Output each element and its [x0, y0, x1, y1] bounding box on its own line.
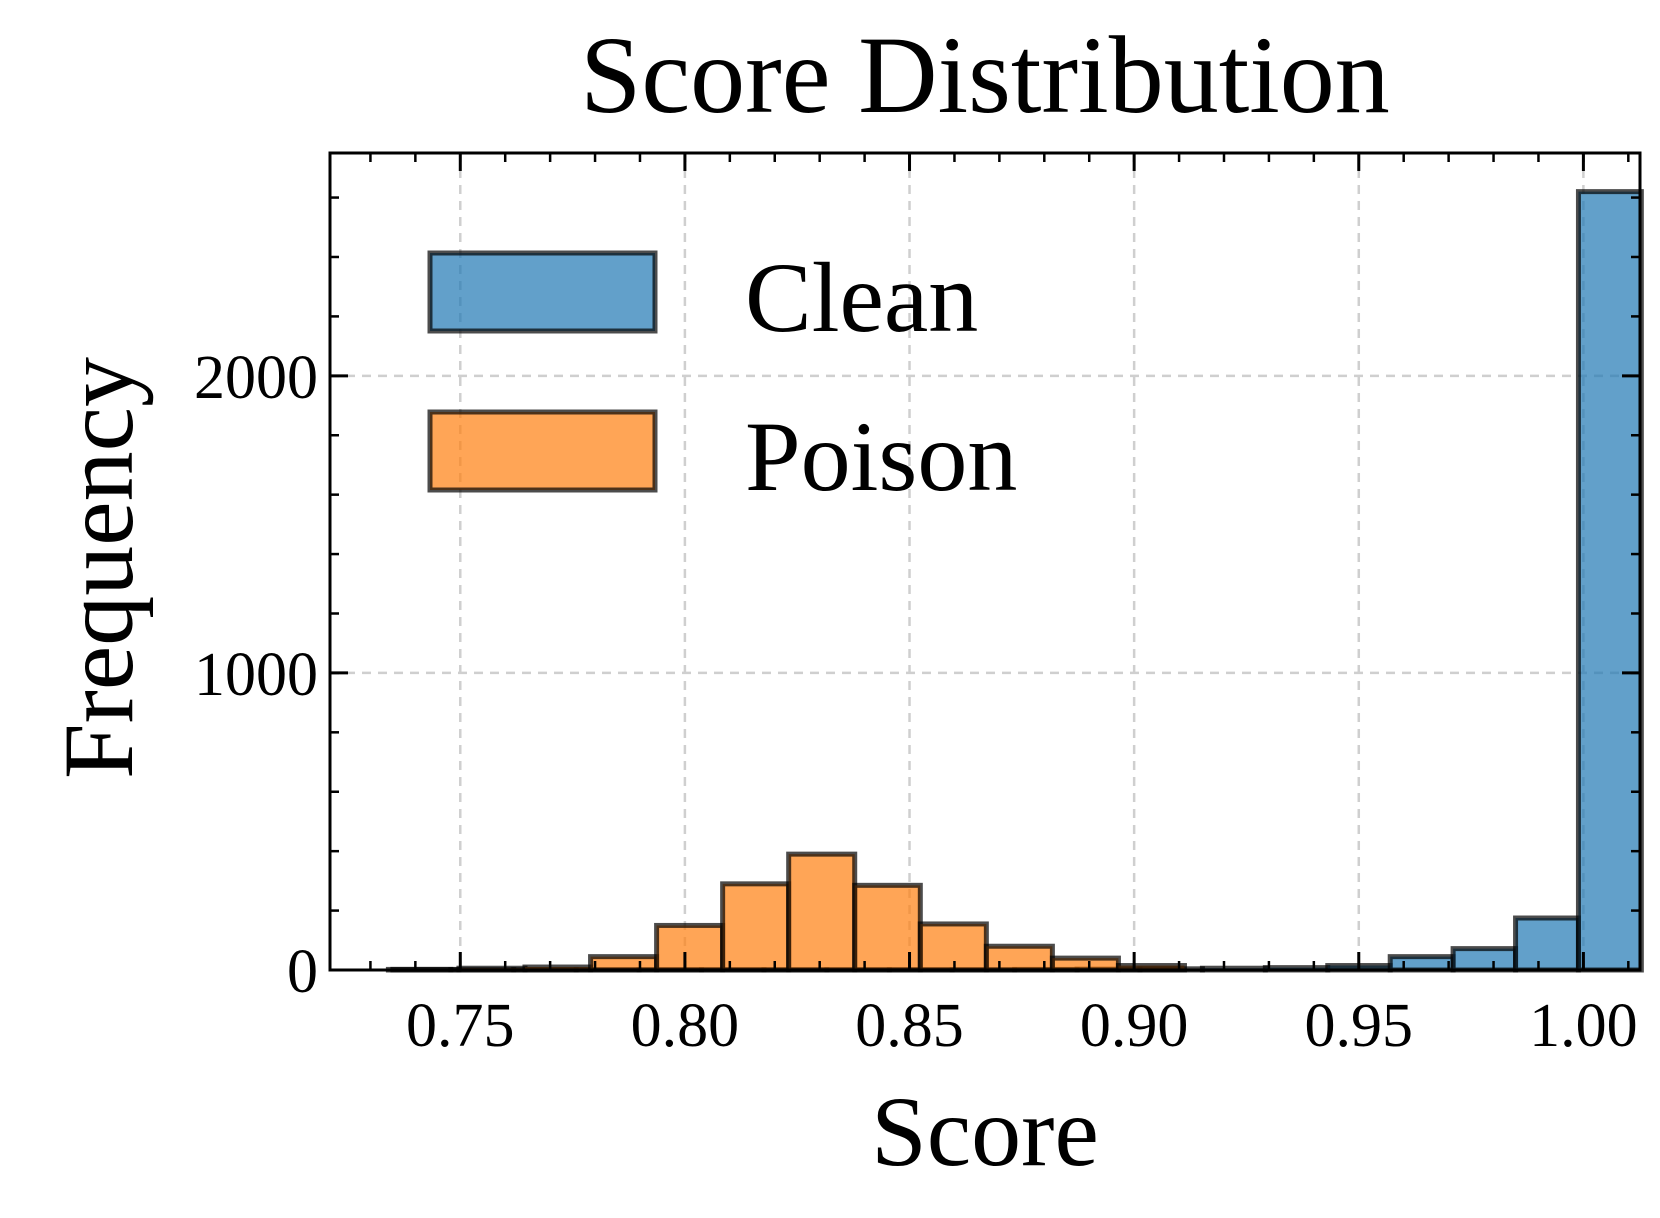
x-tick-label: 0.75 [406, 992, 515, 1060]
x-tick-label: 1.00 [1529, 992, 1638, 1060]
poison-bar [654, 922, 726, 973]
y-tick-label: 1000 [194, 641, 318, 709]
legend: Clean Poison [427, 242, 1017, 512]
legend-label-clean: Clean [745, 242, 978, 353]
x-tick-label: 0.95 [1305, 992, 1414, 1060]
chart-title: Score Distribution [580, 14, 1390, 136]
x-axis-label: Score [871, 1076, 1099, 1187]
y-axis-label: Frequency [43, 357, 154, 779]
clean-bar [1387, 954, 1456, 973]
tick-labels: 0.75 0.80 0.85 0.90 0.95 1.00 0 1000 2000 [194, 344, 1638, 1060]
legend-swatch-poison [427, 409, 658, 493]
legend-label-poison: Poison [745, 401, 1017, 512]
poison-bar [720, 881, 792, 973]
poison-bar [588, 954, 660, 973]
poison-bar [983, 943, 1055, 973]
clean-bar [1575, 189, 1644, 973]
poison-bar [1049, 955, 1121, 973]
x-tick-label: 0.80 [631, 992, 740, 1060]
plot-frame [328, 151, 1642, 972]
x-tick-label: 0.90 [1080, 992, 1189, 1060]
poison-bars [390, 851, 1187, 973]
clean-bar [1450, 946, 1519, 973]
clean-bar [1513, 915, 1581, 973]
y-tick-label: 0 [287, 938, 318, 1006]
poison-bar [786, 851, 858, 973]
legend-swatch-clean [427, 250, 658, 334]
y-tick-label: 2000 [194, 344, 318, 412]
x-tick-label: 0.85 [855, 992, 964, 1060]
